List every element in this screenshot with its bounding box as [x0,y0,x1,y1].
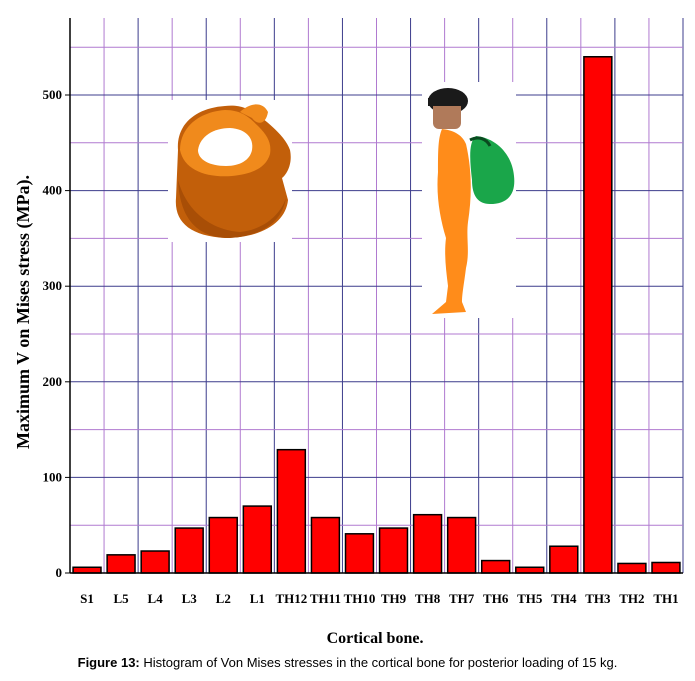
x-tick-label: TH3 [585,591,611,606]
x-tick-label: TH5 [517,591,543,606]
x-tick-label: L4 [148,591,164,606]
x-tick-label: TH4 [551,591,577,606]
y-tick-labels: 0 100 200 300 400 500 [43,87,63,580]
person-illustration [422,82,516,318]
y-axis-title: Maximum V on Mises stress (MPa). [13,175,34,449]
bar-th2 [617,562,647,574]
y-tick-label: 300 [43,278,63,293]
x-tick-label: TH1 [653,591,678,606]
bar-th4 [549,545,579,574]
bar-l5 [106,554,136,574]
bar-s1 [72,566,102,574]
x-tick-label: TH9 [381,591,407,606]
x-tick-label: TH2 [619,591,644,606]
y-tick-label: 0 [56,565,63,580]
bar-th6 [480,559,511,574]
bar-th9 [378,527,409,574]
vertebra-illustration [168,100,292,242]
axes [65,18,683,574]
illustrations [168,82,516,318]
x-tick-label: TH11 [310,591,341,606]
figure-caption: Figure 13: Histogram of Von Mises stress… [0,655,695,670]
caption-label: Figure 13: [77,655,140,670]
x-tick-label: TH8 [415,591,441,606]
x-tick-label: L3 [182,591,198,606]
x-axis-title: Cortical bone. [327,630,424,647]
x-tick-label: TH10 [344,591,376,606]
bar-l4 [140,550,170,574]
y-tick-label: 500 [43,87,63,102]
y-tick-label: 400 [43,183,63,198]
bars [72,56,681,574]
bar-l3 [174,527,204,574]
bar-th10 [344,533,375,574]
x-tick-label: S1 [80,591,94,606]
bar-th3 [583,56,613,574]
caption-text: Histogram of Von Mises stresses in the c… [139,655,618,670]
x-tick-label: TH6 [483,591,509,606]
x-tick-label: L5 [113,591,129,606]
y-tick-label: 200 [43,374,63,389]
x-tick-label: TH7 [449,591,475,606]
x-tick-labels: S1 L5 L4 L3 L2 L1 TH12 TH11 TH10 TH9 TH8 TH7 TH6 TH5 T… [80,591,678,606]
x-tick-label: L1 [250,591,265,606]
bar-th8 [412,513,443,574]
bar-th11 [310,516,341,574]
bar-l2 [208,516,238,574]
bar-th12 [276,448,307,574]
bar-th1 [651,561,681,574]
bar-th5 [515,566,545,574]
bar-l1 [242,505,273,574]
x-tick-label: TH12 [275,591,307,606]
y-tick-label: 100 [43,469,63,484]
x-tick-label: L2 [216,591,231,606]
bar-th7 [446,516,477,574]
